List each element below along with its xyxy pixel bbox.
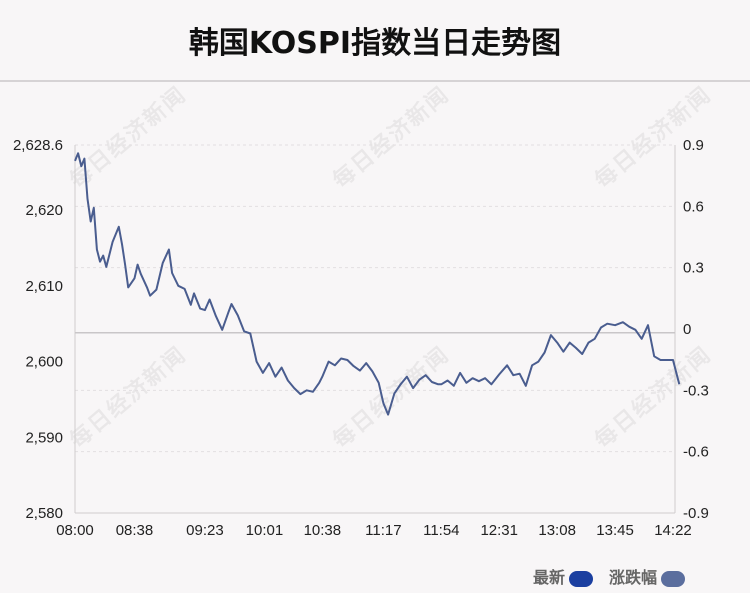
chart-title: 韩国KOSPI指数当日走势图 bbox=[188, 26, 562, 61]
y-right-tick-label: -0.9 bbox=[683, 505, 709, 522]
y-left-tick-label: 2,590 bbox=[25, 429, 63, 446]
y-right-tick-label: 0.6 bbox=[683, 198, 704, 215]
y-right-tick-label: -0.6 bbox=[683, 444, 709, 461]
legend-latest: 最新 bbox=[533, 564, 594, 588]
x-tick-label: 09:23 bbox=[186, 522, 224, 539]
y-left-tick-label: 2,620 bbox=[25, 202, 63, 219]
x-tick-label: 12:31 bbox=[480, 522, 518, 539]
legend-latest-swatch bbox=[569, 570, 594, 587]
x-tick-label: 10:38 bbox=[304, 522, 342, 539]
price-series-line bbox=[74, 152, 681, 416]
x-tick-label: 10:01 bbox=[246, 522, 284, 539]
x-tick-label: 14:22 bbox=[654, 522, 692, 539]
y-left-tick-label: 2,628.6 bbox=[13, 137, 63, 154]
x-tick-label: 11:54 bbox=[423, 522, 459, 539]
y-left-tick-label: 2,610 bbox=[25, 278, 63, 295]
legend-change: 涨跌幅 bbox=[609, 564, 686, 588]
y-right-tick-label: 0 bbox=[683, 321, 691, 338]
legend-latest-label: 最新 bbox=[533, 568, 566, 587]
y-left-tick-label: 2,580 bbox=[25, 505, 63, 522]
title-divider bbox=[0, 80, 750, 82]
y-right-tick-label: 0.3 bbox=[683, 260, 704, 277]
legend-change-label: 涨跌幅 bbox=[609, 568, 658, 587]
x-tick-label: 11:17 bbox=[365, 522, 401, 539]
y-right-tick-label: -0.3 bbox=[683, 382, 709, 399]
y-right-tick-label: 0.9 bbox=[683, 137, 704, 154]
x-tick-label: 13:08 bbox=[538, 522, 576, 539]
y-left-tick-label: 2,600 bbox=[25, 354, 63, 371]
x-tick-label: 08:38 bbox=[116, 522, 154, 539]
legend-change-swatch bbox=[661, 570, 686, 587]
x-tick-label: 08:00 bbox=[56, 522, 94, 539]
x-tick-label: 13:45 bbox=[596, 522, 634, 539]
